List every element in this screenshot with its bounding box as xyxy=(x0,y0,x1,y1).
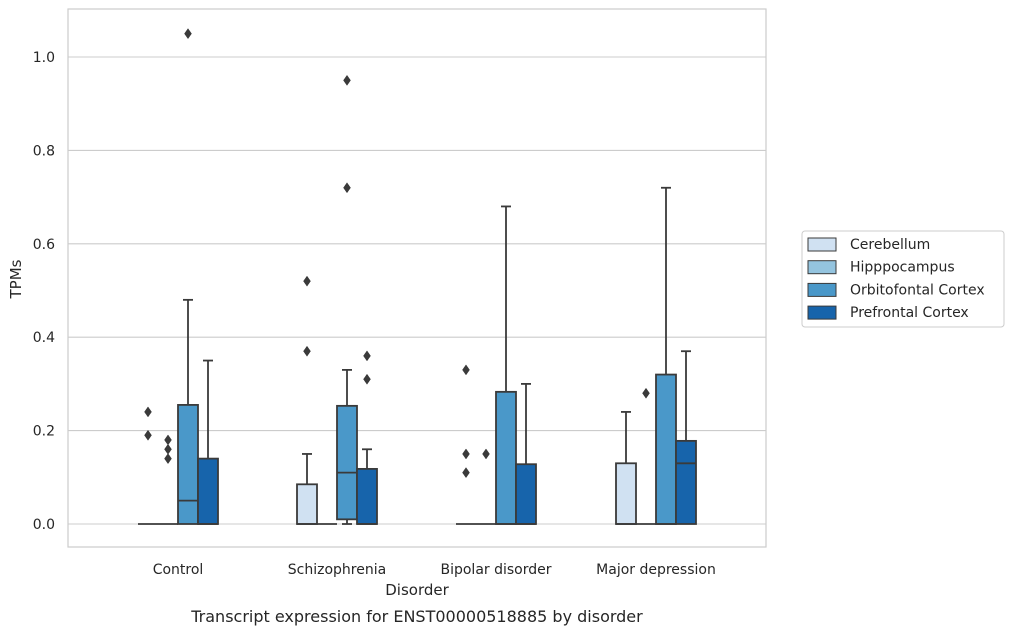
legend-swatch xyxy=(807,305,837,320)
box-plot-item xyxy=(456,364,476,525)
box-body xyxy=(336,404,358,521)
outlier-point xyxy=(482,448,490,460)
box-plot-item xyxy=(336,74,358,525)
outlier-point xyxy=(144,429,152,441)
y-tick-label: 0.8 xyxy=(33,143,55,159)
y-tick-labels: 0.0 0.2 0.4 0.6 0.8 1.0 xyxy=(33,50,55,533)
box-body xyxy=(615,462,637,525)
box-body xyxy=(675,439,697,525)
box-plot-item xyxy=(476,448,496,525)
outlier-point xyxy=(462,448,470,460)
outlier-point xyxy=(164,453,172,465)
y-tick-label: 0.6 xyxy=(33,237,55,253)
box-body xyxy=(495,390,517,525)
outlier-point xyxy=(462,364,470,376)
box-body xyxy=(655,373,677,525)
box-plot-item xyxy=(515,382,537,525)
plot-frame xyxy=(67,8,767,548)
box-plot-item xyxy=(615,411,637,525)
box-plot-item xyxy=(356,350,378,525)
box-body xyxy=(356,467,378,525)
legend-swatch xyxy=(807,260,837,275)
box-layer xyxy=(138,28,697,525)
outlier-point xyxy=(184,28,192,40)
box-plot-item xyxy=(197,359,219,525)
x-tick-labels: Control Schizophrenia Bipolar disorder Majo… xyxy=(153,562,716,578)
x-tick-label: Major depression xyxy=(596,562,716,578)
legend-label: Prefrontal Cortex xyxy=(850,305,969,321)
box-plot-item xyxy=(138,406,158,525)
x-axis-label: Disorder xyxy=(385,581,449,599)
outlier-point xyxy=(343,182,351,194)
y-tick-label: 0.0 xyxy=(33,517,55,533)
outlier-point xyxy=(363,373,371,385)
box-plot-item xyxy=(296,275,318,525)
box-body xyxy=(177,404,199,525)
outlier-point xyxy=(343,74,351,86)
y-tick-label: 1.0 xyxy=(33,50,55,66)
box-plot-item xyxy=(495,205,517,525)
legend-frame xyxy=(801,230,1005,328)
outlier-point xyxy=(144,406,152,418)
x-tick-label: Control xyxy=(153,562,204,578)
y-tick-label: 0.4 xyxy=(33,330,55,346)
legend-label: Hipppocampus xyxy=(850,260,955,276)
y-tick-label: 0.2 xyxy=(33,424,55,440)
box-body xyxy=(197,457,219,525)
outlier-point xyxy=(363,350,371,362)
x-tick-label: Schizophrenia xyxy=(288,562,386,578)
box-plot-item xyxy=(675,350,697,525)
box-plot-item xyxy=(158,434,178,525)
outlier-point xyxy=(642,387,650,399)
y-axis-label: TPMs xyxy=(7,259,25,299)
box-plot-item xyxy=(636,387,656,525)
legend-swatch xyxy=(807,282,837,297)
chart-caption: Transcript expression for ENST0000051888… xyxy=(190,607,643,626)
box-body xyxy=(296,483,318,525)
x-tick-label: Bipolar disorder xyxy=(440,562,551,578)
outlier-point xyxy=(462,467,470,479)
outlier-point xyxy=(303,345,311,357)
legend-label: Cerebellum xyxy=(850,237,930,253)
outlier-point xyxy=(303,275,311,287)
box-body xyxy=(515,463,537,525)
legend: Cerebellum Hipppocampus Orbitofontal Corte… xyxy=(801,230,1005,328)
legend-swatch xyxy=(807,237,837,252)
legend-label: Orbitofontal Cortex xyxy=(850,282,985,298)
